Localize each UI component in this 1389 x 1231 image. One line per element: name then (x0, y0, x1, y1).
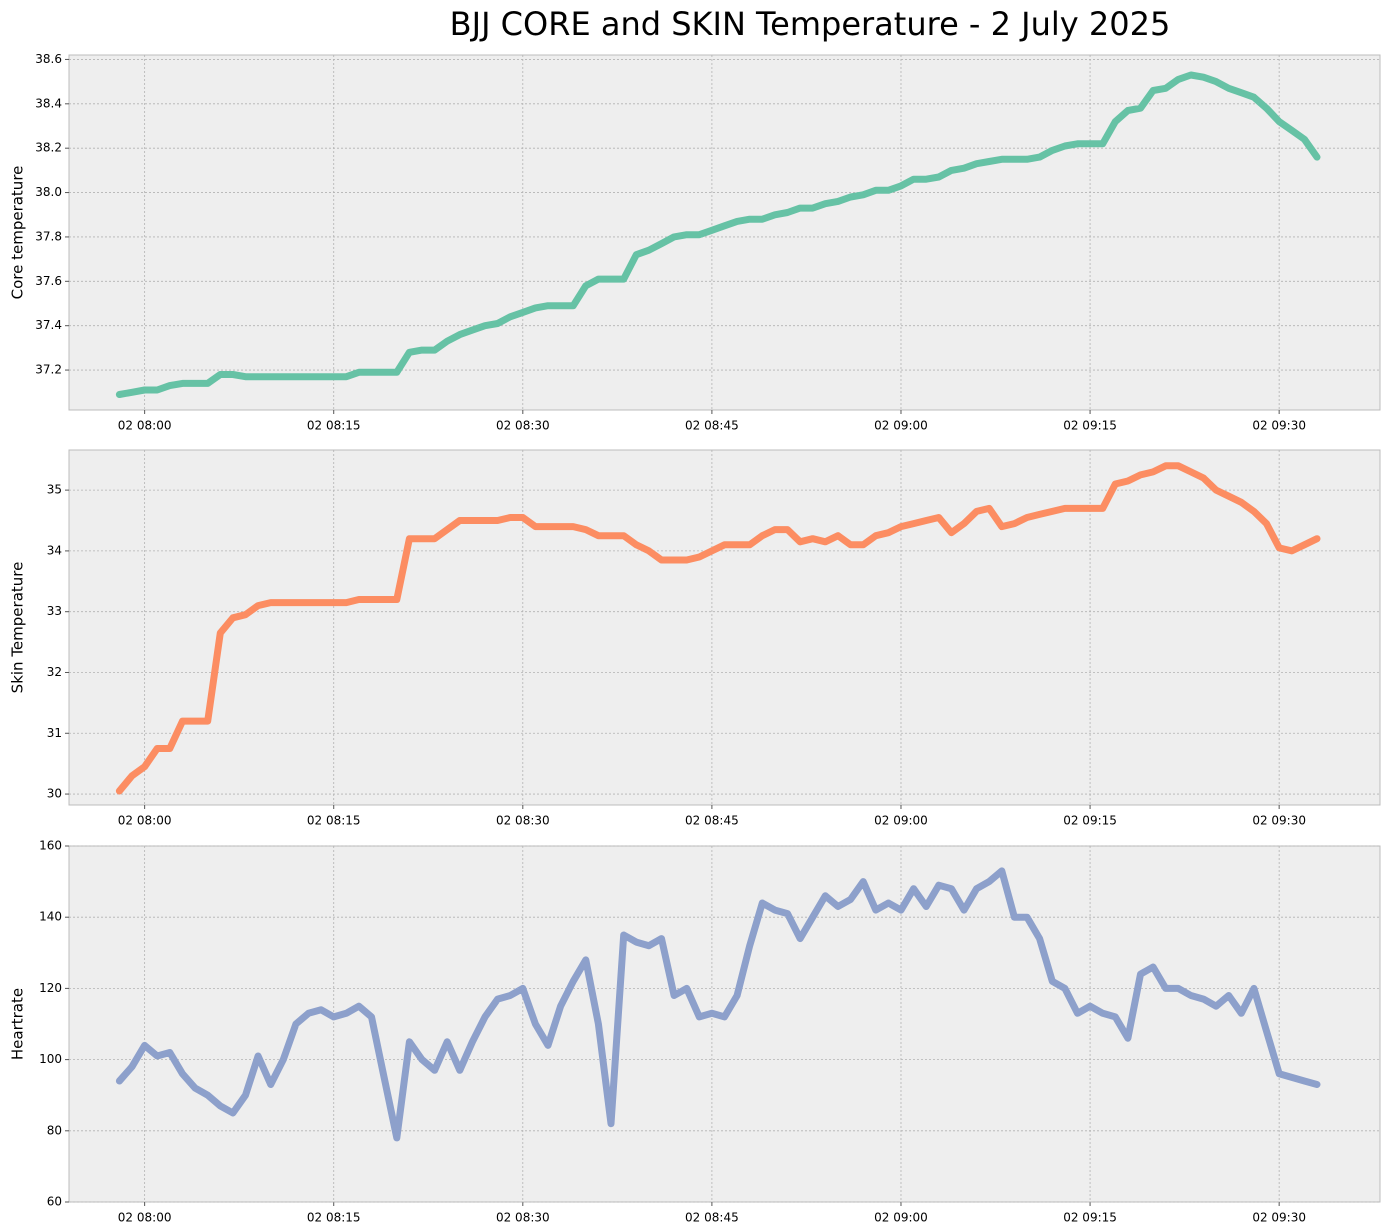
y-tick-label: 37.6 (35, 274, 62, 288)
x-tick-label: 02 08:15 (307, 814, 361, 828)
y-tick-label: 37.8 (35, 229, 62, 243)
figure-title: BJJ CORE and SKIN Temperature - 2 July 2… (450, 5, 1171, 43)
y-tick-label: 30 (47, 787, 62, 801)
y-tick-label: 38.6 (35, 52, 62, 66)
y-tick-label: 32 (47, 665, 62, 679)
x-tick-label: 02 08:45 (685, 814, 739, 828)
y-tick-label: 100 (39, 1052, 62, 1066)
x-tick-label: 02 09:30 (1252, 1211, 1306, 1225)
plot-area (68, 54, 1381, 411)
x-tick-label: 02 09:00 (874, 814, 928, 828)
y-tick-label: 38.2 (35, 141, 62, 155)
plot-area (68, 845, 1381, 1203)
y-tick-label: 31 (47, 726, 62, 740)
x-tick-label: 02 08:15 (307, 419, 361, 433)
y-axis-label: Skin Temperature (9, 562, 27, 694)
x-tick-label: 02 09:15 (1063, 814, 1117, 828)
y-tick-label: 38.0 (35, 185, 62, 199)
y-tick-label: 35 (47, 483, 62, 497)
y-tick-label: 120 (39, 981, 62, 995)
data-line (115, 71, 1321, 398)
x-tick-label: 02 08:45 (685, 1211, 739, 1225)
y-tick-label: 37.4 (35, 318, 62, 332)
y-tick-label: 38.4 (35, 96, 62, 110)
x-tick-label: 02 08:45 (685, 419, 739, 433)
x-tick-label: 02 08:30 (496, 1211, 550, 1225)
x-tick-label: 02 09:15 (1063, 419, 1117, 433)
data-line (115, 867, 1321, 1142)
x-tick-label: 02 08:30 (496, 814, 550, 828)
x-tick-label: 02 09:00 (874, 1211, 928, 1225)
y-tick-label: 160 (39, 839, 62, 853)
y-tick-label: 80 (47, 1123, 62, 1137)
y-tick-label: 60 (47, 1195, 62, 1209)
x-tick-label: 02 09:30 (1252, 419, 1306, 433)
plot-area (68, 449, 1381, 806)
x-tick-label: 02 09:00 (874, 419, 928, 433)
x-tick-label: 02 08:00 (118, 1211, 172, 1225)
x-tick-label: 02 09:15 (1063, 1211, 1117, 1225)
x-tick-label: 02 08:30 (496, 419, 550, 433)
y-tick-label: 140 (39, 910, 62, 924)
x-tick-label: 02 08:15 (307, 1211, 361, 1225)
x-tick-label: 02 08:00 (118, 814, 172, 828)
y-tick-label: 37.2 (35, 363, 62, 377)
y-tick-label: 33 (47, 604, 62, 618)
y-axis-label: Heartrate (9, 988, 27, 1060)
y-axis-label: Core temperature (9, 166, 27, 300)
x-tick-label: 02 09:30 (1252, 814, 1306, 828)
data-line (115, 462, 1321, 795)
x-tick-label: 02 08:00 (118, 419, 172, 433)
y-tick-label: 34 (47, 543, 62, 557)
